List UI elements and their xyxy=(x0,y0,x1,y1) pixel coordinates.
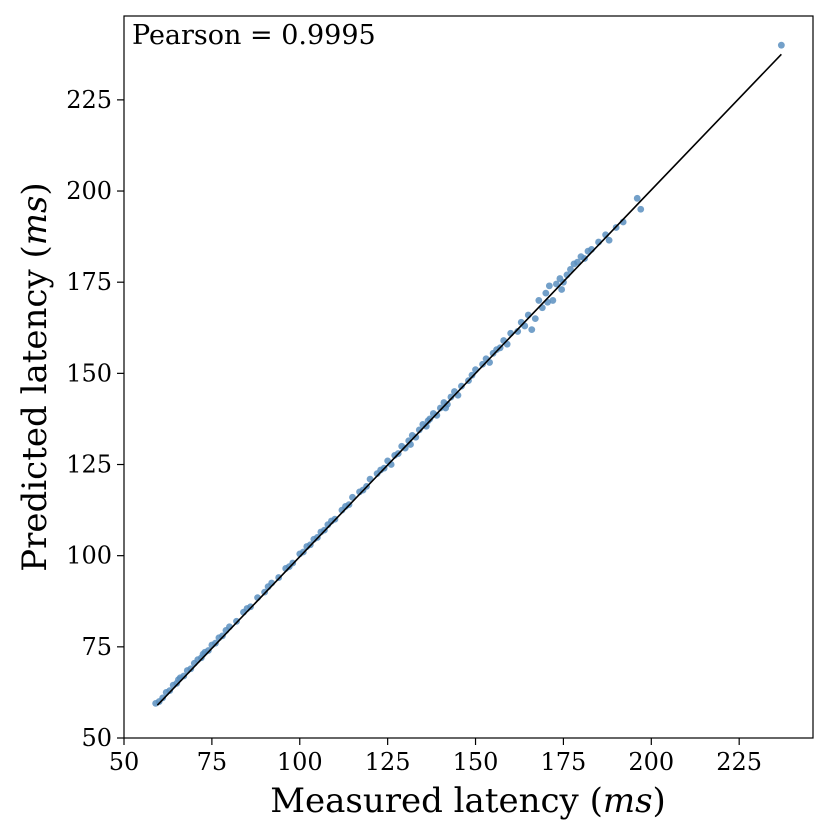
x-tick-label: 75 xyxy=(197,748,228,776)
plot-area xyxy=(123,15,814,739)
data-point xyxy=(447,393,455,401)
y-axis-title: Predicted latency (ms) xyxy=(15,182,55,571)
data-point xyxy=(415,426,423,434)
x-tick-label: 100 xyxy=(277,748,323,776)
data-point xyxy=(458,382,465,390)
data-point xyxy=(558,286,566,293)
data-point xyxy=(422,422,430,430)
data-point xyxy=(567,266,574,273)
x-axis-unit: ms xyxy=(603,781,653,821)
x-tick-label: 125 xyxy=(365,748,411,776)
x-tick-label: 175 xyxy=(541,748,587,776)
data-point xyxy=(514,328,522,335)
pearson-annotation: Pearson = 0.9995 xyxy=(132,20,376,51)
y-axis-ticks: 50 75 100 125 150 175 200 225 xyxy=(66,86,124,752)
data-point xyxy=(233,617,240,625)
data-point xyxy=(574,258,581,266)
data-point xyxy=(637,205,645,213)
data-point xyxy=(155,698,163,705)
y-tick-label: 125 xyxy=(66,451,112,479)
data-point xyxy=(549,297,557,304)
data-point xyxy=(211,639,219,647)
x-tick-label: 50 xyxy=(109,748,140,776)
y-tick-label: 150 xyxy=(66,359,112,387)
data-point xyxy=(542,289,550,297)
data-point xyxy=(180,672,188,680)
data-point xyxy=(468,371,476,379)
data-point xyxy=(633,194,641,202)
data-point xyxy=(545,282,553,290)
data-point xyxy=(552,280,560,288)
y-tick-label: 100 xyxy=(66,542,112,570)
data-point xyxy=(493,346,501,354)
data-point xyxy=(433,411,441,419)
data-point xyxy=(535,297,543,304)
y-tick-label: 175 xyxy=(66,268,112,296)
data-point xyxy=(424,417,432,425)
data-point xyxy=(412,433,420,441)
x-axis-ticks: 50 75 100 125 150 175 200 225 xyxy=(109,738,762,776)
data-point xyxy=(436,404,444,412)
fit-line xyxy=(156,53,782,706)
y-tick-label: 225 xyxy=(66,86,112,114)
data-point xyxy=(187,665,195,673)
y-axis-unit: ms xyxy=(15,196,55,246)
x-tick-label: 150 xyxy=(453,748,499,776)
data-point xyxy=(401,444,409,452)
data-point xyxy=(531,315,539,323)
data-point xyxy=(219,632,226,640)
x-axis-label: Measured latency xyxy=(270,781,579,821)
data-point xyxy=(166,687,174,694)
data-point xyxy=(605,236,613,244)
y-tick-label: 200 xyxy=(66,177,112,205)
fit-line-group xyxy=(156,53,782,706)
data-point xyxy=(528,326,536,333)
x-axis-title: Measured latency (ms) xyxy=(270,781,666,821)
data-point xyxy=(777,41,785,49)
y-tick-label: 50 xyxy=(81,724,112,752)
x-tick-label: 225 xyxy=(716,748,762,776)
data-point xyxy=(479,360,486,368)
data-point xyxy=(204,647,212,654)
y-axis-label: Predicted latency xyxy=(15,269,55,572)
y-tick-label: 75 xyxy=(81,633,112,661)
x-tick-label: 200 xyxy=(628,748,674,776)
